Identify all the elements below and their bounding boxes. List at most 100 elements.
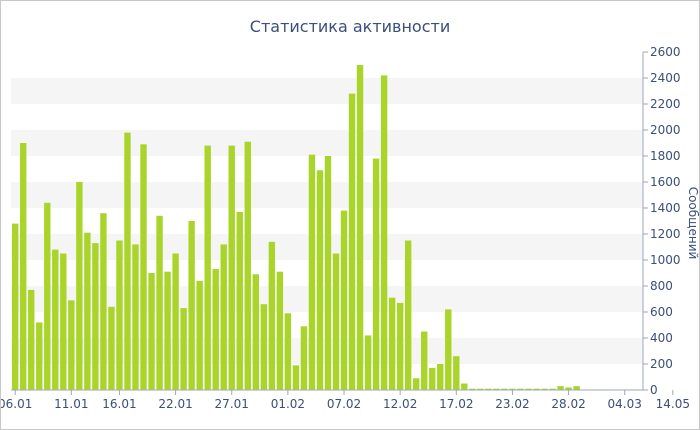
x-tick-label: 28.02 <box>551 397 585 411</box>
bar <box>68 300 75 390</box>
bar <box>132 244 139 390</box>
bar <box>100 213 107 390</box>
x-tick-label: 23.02 <box>495 397 529 411</box>
bar <box>501 388 508 390</box>
grid-band <box>11 78 643 104</box>
bar <box>557 386 564 390</box>
bar <box>212 269 219 390</box>
bar <box>316 170 324 390</box>
bars <box>12 65 580 391</box>
x-tick-label: 27.01 <box>215 397 249 411</box>
y-tick-label: 2000 <box>650 123 681 137</box>
x-ticks: 06.01 11.01 16.01 22.01 27.01 01.02 07.02 12.02… <box>1 390 690 411</box>
bar <box>541 388 548 390</box>
bar <box>76 182 83 390</box>
chart-title: Статистика активности <box>250 17 450 36</box>
bar <box>573 386 580 390</box>
x-tick-label: 01.02 <box>271 397 305 411</box>
bar <box>180 308 187 390</box>
bar <box>84 232 91 390</box>
bar <box>260 304 268 390</box>
y-tick-label: 1800 <box>650 149 681 163</box>
y-tick-label: 2600 <box>650 45 681 59</box>
bar <box>453 356 460 390</box>
bar <box>340 210 348 390</box>
bar <box>461 383 468 390</box>
bar <box>204 145 211 390</box>
bar <box>44 202 51 390</box>
x-tick-label: 07.02 <box>327 397 361 411</box>
bar <box>28 289 35 390</box>
x-tick-label: 22.01 <box>158 397 192 411</box>
bar <box>364 335 372 390</box>
bar <box>172 253 179 390</box>
bar <box>60 253 67 390</box>
bar <box>196 280 203 390</box>
bar <box>308 154 316 390</box>
bar <box>188 221 195 390</box>
bar <box>116 240 123 390</box>
bar <box>404 240 412 390</box>
grid-band <box>11 130 643 156</box>
bar <box>92 243 99 390</box>
bar <box>533 388 540 390</box>
x-tick-label: 14.05 <box>656 397 690 411</box>
bar <box>276 271 284 390</box>
bar <box>140 144 147 390</box>
bar <box>236 211 243 390</box>
bar <box>485 388 492 390</box>
bar <box>493 388 500 390</box>
x-tick-label: 16.01 <box>102 397 136 411</box>
bar <box>332 253 340 390</box>
y-tick-label: 2200 <box>650 97 681 111</box>
y-tick-label: 800 <box>650 279 673 293</box>
y-axis-label: Сообщений <box>686 187 699 260</box>
bar <box>396 302 404 390</box>
x-tick-label: 12.02 <box>383 397 417 411</box>
bar <box>477 388 484 390</box>
y-tick-label: 1200 <box>650 227 681 241</box>
bar <box>300 326 308 390</box>
bar <box>445 309 452 390</box>
bar <box>20 143 27 390</box>
bar <box>549 388 556 390</box>
y-tick-label: 400 <box>650 331 673 345</box>
bar <box>517 388 524 390</box>
bar <box>12 223 19 390</box>
bar <box>429 367 436 390</box>
bar <box>284 313 292 390</box>
x-tick-label: 11.01 <box>54 397 88 411</box>
y-tick-label: 600 <box>650 305 673 319</box>
y-tick-label: 1600 <box>650 175 681 189</box>
bar <box>156 215 163 390</box>
x-tick-label: 04.03 <box>608 397 642 411</box>
y-tick-label: 200 <box>650 357 673 371</box>
bar <box>124 132 131 390</box>
bar <box>372 158 380 390</box>
bar <box>356 65 364 390</box>
bar <box>228 145 235 390</box>
bar <box>252 274 259 390</box>
y-tick-label: 0 <box>650 383 658 397</box>
bar <box>421 331 428 390</box>
bar <box>413 378 420 390</box>
bar <box>509 388 516 390</box>
y-tick-label: 1400 <box>650 201 681 215</box>
bar <box>348 93 356 390</box>
x-tick-label: 17.02 <box>439 397 473 411</box>
bar <box>437 364 444 390</box>
y-tick-label: 1000 <box>650 253 681 267</box>
x-tick-label: 06.01 <box>1 397 32 411</box>
bar <box>108 306 115 390</box>
bar <box>220 244 227 390</box>
bar <box>324 156 332 390</box>
y-tick-label: 2400 <box>650 71 681 85</box>
y-ticks: 0 200 400 600 800 1000 1200 1400 1600 1800 2000 220… <box>643 45 681 397</box>
bar <box>52 249 59 390</box>
bar <box>164 271 171 390</box>
bar <box>525 388 532 390</box>
bar <box>565 387 572 390</box>
bar <box>469 388 476 390</box>
